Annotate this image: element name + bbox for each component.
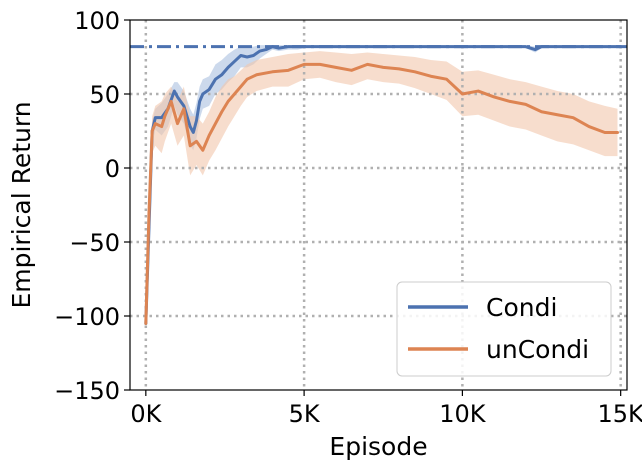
band-uncondi	[145, 51, 618, 331]
series-line-uncondi	[144, 62, 620, 325]
y-tick-label: 0	[105, 155, 120, 183]
x-tick-label: 0K	[130, 400, 162, 428]
series-lines	[144, 45, 623, 325]
grid-lines	[130, 20, 627, 390]
x-axis-label: Episode	[329, 432, 427, 461]
y-tick-label: −50	[69, 229, 120, 257]
legend-label-condi: Condi	[486, 293, 557, 322]
y-tick-label: 100	[74, 7, 120, 35]
y-tick-label: −100	[54, 303, 120, 331]
confidence-bands	[145, 45, 621, 331]
x-tick-label: 5K	[289, 400, 321, 428]
y-axis-label: Empirical Return	[7, 101, 36, 308]
x-tick-label: 10K	[439, 400, 487, 428]
legend-label-uncondi: unCondi	[486, 335, 589, 364]
x-axis-ticks: 0K 5K 10K 15K	[130, 390, 642, 428]
y-tick-label: −150	[54, 377, 120, 405]
y-axis-ticks: 100 50 0 −50 −100 −150	[54, 7, 130, 405]
y-tick-label: 50	[89, 81, 120, 109]
x-tick-label: 15K	[598, 400, 642, 428]
plot-frame	[129, 19, 628, 391]
series-line-condi	[144, 45, 623, 325]
legend: Condi unCondi	[396, 281, 612, 377]
